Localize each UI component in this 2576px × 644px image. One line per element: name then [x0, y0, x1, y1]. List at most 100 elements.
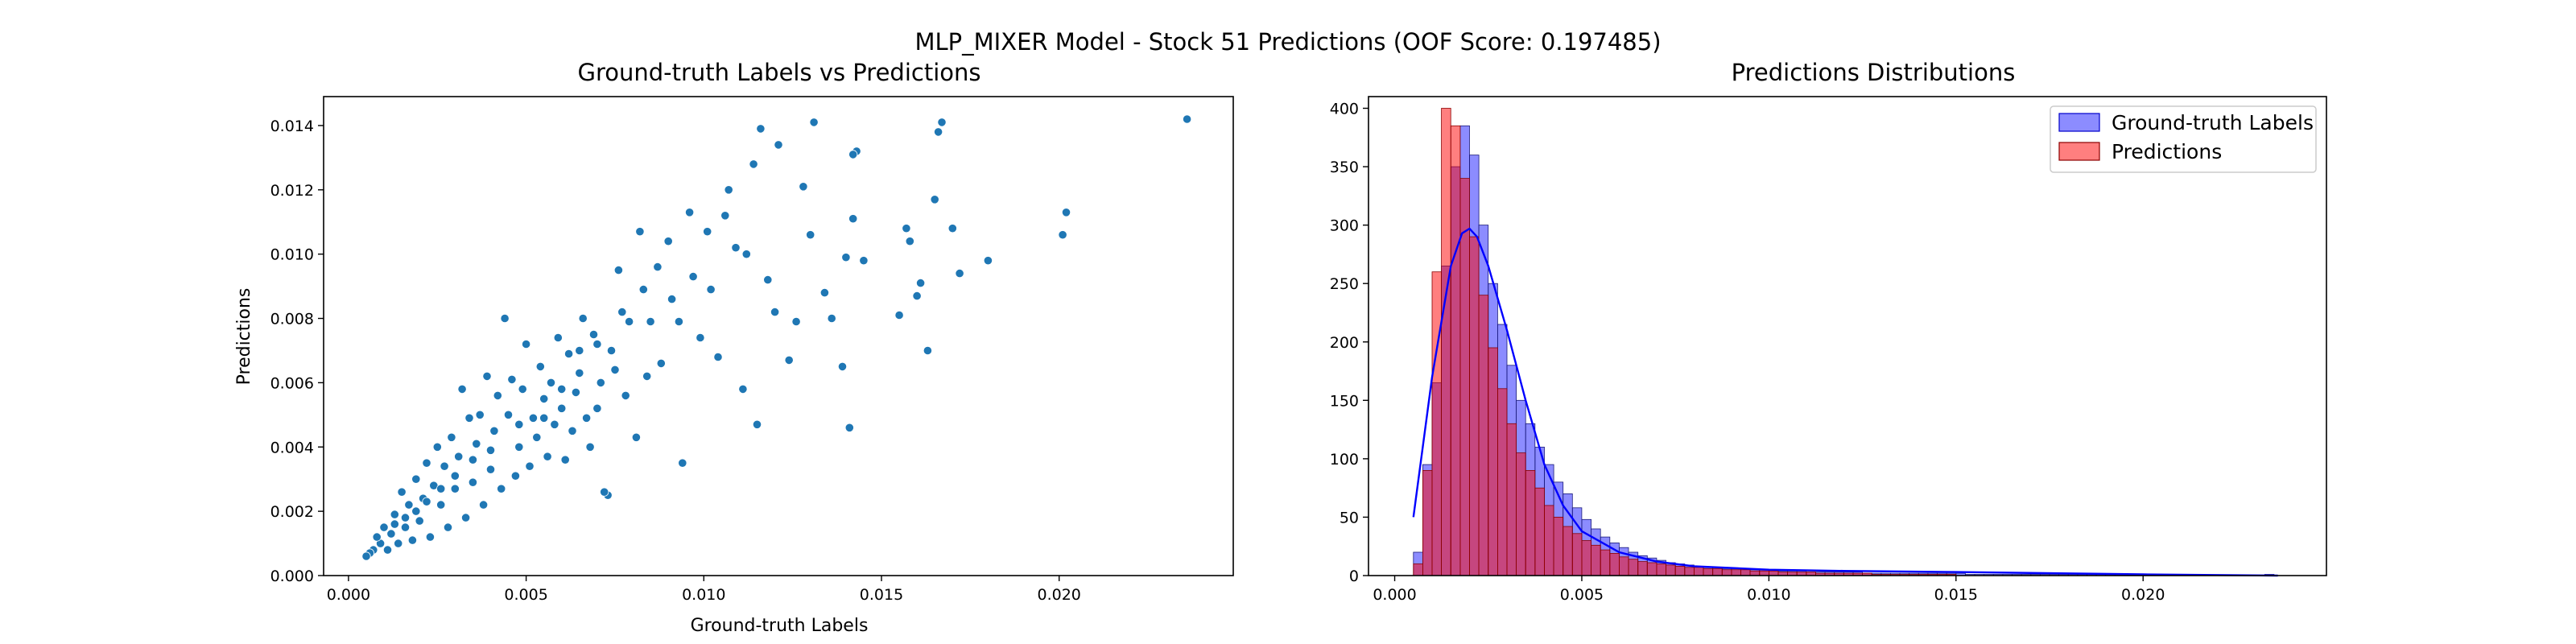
scatter-point	[763, 275, 773, 285]
scatter-point	[819, 287, 830, 298]
scatter-point	[507, 374, 517, 384]
legend: Ground-truth Labels Predictions	[2050, 105, 2317, 173]
scatter-point	[596, 378, 605, 387]
y-tick-label: 0.008	[270, 311, 314, 328]
scatter-point	[510, 471, 521, 481]
scatter-point	[749, 159, 758, 169]
x-tick-label: 0.010	[682, 586, 725, 604]
scatter-point	[799, 182, 808, 192]
scatter-point	[642, 371, 652, 381]
histogram-prediction-bars	[1413, 108, 1957, 576]
histogram-plot: Predictions Distributions 0.000 0.005 0.01…	[1330, 59, 2327, 604]
legend-swatch-predictions	[2058, 142, 2100, 161]
scatter-point	[894, 310, 904, 320]
scatter-point	[955, 268, 964, 279]
scatter-point	[443, 522, 453, 532]
scatter-point	[400, 522, 411, 532]
scatter-point	[497, 484, 506, 493]
scatter-x-label: Ground-truth Labels	[691, 616, 869, 636]
histogram-bar	[1749, 570, 1761, 576]
scatter-point	[525, 461, 535, 471]
scatter-point	[592, 403, 602, 413]
histogram-bar	[1637, 561, 1648, 576]
scatter-point	[514, 419, 524, 429]
histogram-bar	[1721, 569, 1732, 576]
histogram-bar	[1656, 564, 1666, 576]
histogram-bar	[1488, 347, 1498, 576]
scatter-point	[472, 439, 481, 448]
scatter-points	[361, 114, 1192, 561]
scatter-point	[482, 371, 492, 381]
scatter-point	[571, 387, 581, 397]
histogram-bar	[1553, 517, 1564, 576]
y-tick-label: 0.006	[270, 374, 314, 392]
scatter-point	[656, 358, 666, 368]
scatter-point	[606, 345, 617, 356]
figure-title: MLP_MIXER Model - Stock 51 Predictions (…	[914, 28, 1661, 56]
scatter-point	[361, 551, 371, 561]
scatter-point	[422, 497, 431, 506]
scatter-point	[382, 545, 393, 555]
scatter-point	[575, 368, 584, 378]
histogram-bar	[1646, 562, 1657, 576]
scatter-point	[930, 195, 939, 204]
scatter-point	[518, 384, 527, 394]
histogram-bar	[1534, 487, 1545, 576]
scatter-point	[663, 237, 673, 246]
histogram-bar	[1459, 178, 1470, 576]
scatter-point	[841, 253, 851, 262]
scatter-point	[394, 539, 403, 548]
scatter-point	[770, 307, 780, 317]
histogram-title: Predictions Distributions	[1732, 59, 2016, 86]
scatter-point	[407, 535, 418, 545]
histogram-bar	[1581, 540, 1592, 576]
scatter-point	[848, 150, 858, 159]
scatter-point	[902, 224, 911, 233]
scatter-point	[585, 442, 595, 452]
scatter-point	[791, 316, 801, 327]
scatter-point	[372, 532, 382, 542]
y-tick-label: 0.000	[270, 568, 314, 585]
scatter-point	[454, 452, 464, 461]
scatter-point	[905, 237, 914, 246]
y-tick-label: 100	[1330, 451, 1359, 469]
scatter-point	[731, 243, 741, 253]
scatter-point	[386, 529, 396, 539]
scatter-point	[752, 419, 762, 429]
scatter-point	[485, 464, 496, 474]
scatter-point	[503, 410, 514, 419]
histogram-bar	[1684, 567, 1695, 576]
scatter-point	[703, 227, 712, 237]
scatter-point	[859, 256, 869, 266]
scatter-point	[678, 458, 687, 468]
scatter-point	[912, 291, 922, 301]
scatter-point	[447, 432, 456, 442]
scatter-point	[425, 532, 436, 542]
x-tick-label: 0.015	[860, 586, 903, 604]
y-tick-label: 0.002	[270, 503, 314, 521]
y-tick-label: 50	[1340, 509, 1359, 526]
scatter-point	[557, 384, 567, 394]
histogram-bar	[1422, 470, 1433, 576]
scatter-point	[592, 339, 602, 349]
scatter-point	[485, 445, 496, 455]
scatter-point	[806, 230, 815, 240]
scatter-point	[560, 455, 570, 464]
scatter-point	[521, 339, 531, 349]
y-tick-label: 0	[1349, 568, 1359, 585]
x-tick-label: 0.005	[1560, 586, 1604, 604]
histogram-bar	[1441, 108, 1451, 576]
histogram-bar	[1712, 568, 1723, 576]
scatter-point	[422, 458, 431, 468]
scatter-point	[475, 410, 485, 419]
scatter-point	[706, 284, 716, 295]
histogram-bar	[1450, 125, 1461, 576]
scatter-point	[400, 513, 411, 522]
scatter-point	[550, 419, 559, 429]
scatter-point	[646, 316, 655, 327]
scatter-point	[784, 355, 794, 365]
scatter-point	[478, 500, 489, 510]
histogram-bar	[1759, 570, 1769, 576]
scatter-point	[460, 513, 471, 522]
